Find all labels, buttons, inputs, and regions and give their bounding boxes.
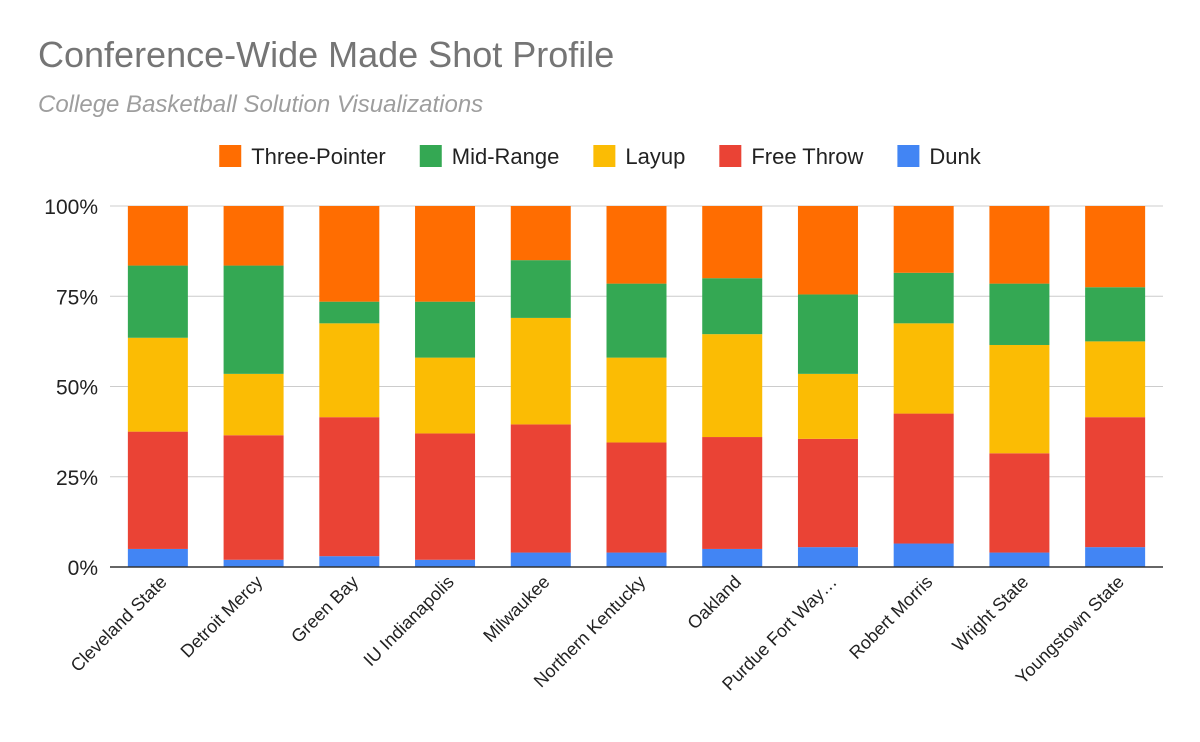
legend-item-layup: Layup	[593, 144, 685, 169]
bar-dunk-iu-indianapolis	[415, 559, 476, 567]
bars	[127, 206, 1146, 567]
legend-item-dunk: Dunk	[897, 144, 982, 169]
bar-free-throw-youngstown-state	[1085, 417, 1146, 548]
bar-free-throw-iu-indianapolis	[415, 433, 476, 560]
x-tick-label: Wright State	[948, 572, 1032, 656]
chart-title: Conference-Wide Made Shot Profile	[38, 34, 615, 75]
x-tick-label: Green Bay	[287, 572, 362, 647]
bar-layup-cleveland-state	[127, 337, 188, 432]
bar-layup-purdue-fort-way	[797, 373, 858, 439]
legend-swatch	[219, 145, 242, 167]
legend-item-mid-range: Mid-Range	[419, 144, 560, 169]
x-tick-label: Oakland	[684, 572, 746, 634]
bar-free-throw-green-bay	[319, 417, 380, 557]
bar-layup-green-bay	[319, 323, 380, 418]
bar-free-throw-purdue-fort-way	[797, 438, 858, 548]
x-tick-label: Cleveland State	[67, 572, 171, 676]
bar-free-throw-detroit-mercy	[223, 435, 284, 560]
bar-mid-range-northern-kentucky	[606, 283, 667, 358]
bar-free-throw-oakland	[702, 437, 763, 549]
bar-layup-wright-state	[989, 344, 1050, 454]
bar-three-pointer-northern-kentucky	[606, 206, 667, 284]
y-tick-label: 50%	[56, 377, 98, 400]
bar-layup-milwaukee	[510, 317, 571, 425]
x-tick-label: IU Indianapolis	[360, 572, 458, 670]
bar-mid-range-wright-state	[989, 283, 1050, 345]
bar-dunk-purdue-fort-way	[797, 547, 858, 567]
legend-item-free-throw: Free Throw	[719, 144, 864, 169]
bar-layup-robert-morris	[893, 323, 954, 414]
bar-dunk-youngstown-state	[1085, 547, 1146, 567]
x-tick-label: Robert Morris	[845, 572, 936, 663]
bar-dunk-oakland	[702, 548, 763, 567]
bar-three-pointer-oakland	[702, 206, 763, 279]
bar-three-pointer-iu-indianapolis	[415, 206, 476, 302]
y-tick-label: 25%	[56, 467, 98, 490]
legend-label: Mid-Range	[452, 144, 560, 169]
legend-swatch	[719, 145, 742, 167]
x-tick-label: Youngstown State	[1012, 572, 1128, 688]
bar-layup-iu-indianapolis	[415, 357, 476, 434]
bar-mid-range-milwaukee	[510, 260, 571, 318]
x-tick-label: Detroit Mercy	[177, 572, 267, 662]
bar-dunk-robert-morris	[893, 543, 954, 567]
legend-swatch	[419, 145, 442, 167]
legend-swatch	[897, 145, 920, 167]
bar-free-throw-northern-kentucky	[606, 442, 667, 553]
legend-label: Dunk	[929, 144, 981, 169]
x-tick-label: Milwaukee	[479, 572, 553, 646]
bar-free-throw-wright-state	[989, 453, 1050, 553]
bar-mid-range-detroit-mercy	[223, 265, 284, 374]
legend-label: Three-Pointer	[251, 144, 386, 169]
y-tick-label: 75%	[56, 286, 98, 309]
bar-mid-range-robert-morris	[893, 272, 954, 324]
y-tick-label: 0%	[68, 557, 98, 580]
bar-dunk-detroit-mercy	[223, 559, 284, 567]
bar-layup-oakland	[702, 334, 763, 438]
y-tick-label: 100%	[44, 196, 98, 219]
bar-layup-northern-kentucky	[606, 357, 667, 443]
bar-three-pointer-youngstown-state	[1085, 206, 1146, 288]
bar-three-pointer-milwaukee	[510, 206, 571, 261]
legend-label: Free Throw	[751, 144, 863, 169]
bar-free-throw-cleveland-state	[127, 431, 188, 549]
bar-mid-range-purdue-fort-way	[797, 294, 858, 374]
bar-mid-range-cleveland-state	[127, 265, 188, 338]
legend-swatch	[593, 145, 616, 167]
bar-three-pointer-robert-morris	[893, 206, 954, 273]
bar-three-pointer-green-bay	[319, 206, 380, 302]
bar-mid-range-oakland	[702, 278, 763, 335]
bar-mid-range-green-bay	[319, 301, 380, 324]
bar-three-pointer-wright-state	[989, 206, 1050, 284]
legend: Three-Pointer Mid-Range Layup Free Throw Dun…	[219, 144, 982, 169]
bar-layup-youngstown-state	[1085, 341, 1146, 418]
bar-dunk-cleveland-state	[127, 548, 188, 567]
bar-free-throw-milwaukee	[510, 424, 571, 553]
bar-free-throw-robert-morris	[893, 413, 954, 544]
bar-three-pointer-cleveland-state	[127, 206, 188, 266]
chart-subtitle: College Basketball Solution Visualizatio…	[38, 91, 484, 118]
bar-dunk-green-bay	[319, 556, 380, 567]
legend-label: Layup	[625, 144, 685, 169]
bar-dunk-milwaukee	[510, 552, 571, 567]
bar-mid-range-iu-indianapolis	[415, 301, 476, 358]
bar-layup-detroit-mercy	[223, 373, 284, 436]
bar-mid-range-youngstown-state	[1085, 287, 1146, 342]
bar-dunk-northern-kentucky	[606, 552, 667, 567]
legend-item-three-pointer: Three-Pointer	[219, 144, 386, 169]
bar-dunk-wright-state	[989, 552, 1050, 567]
bar-three-pointer-purdue-fort-way	[797, 206, 858, 295]
bar-three-pointer-detroit-mercy	[223, 206, 284, 266]
